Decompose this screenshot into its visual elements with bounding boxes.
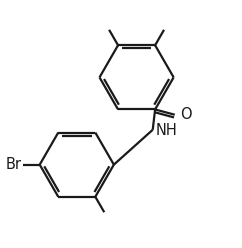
Text: O: O — [180, 107, 192, 122]
Text: Br: Br — [6, 157, 22, 172]
Text: NH: NH — [156, 124, 177, 138]
